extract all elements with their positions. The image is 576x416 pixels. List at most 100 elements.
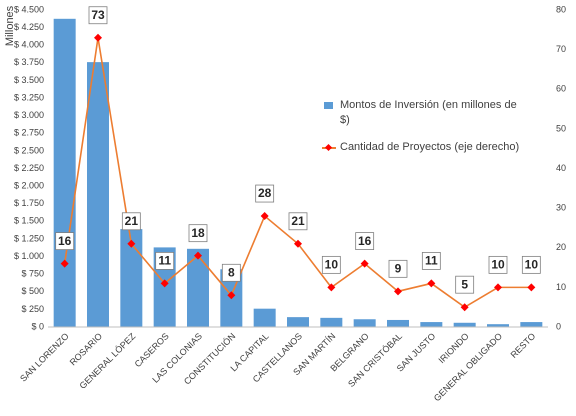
data-label-box: [88, 6, 108, 25]
y-tick-label: $ 1.250: [14, 233, 44, 243]
x-tick-label: GENERAL LÓPEZ: [78, 331, 138, 391]
data-label: 18: [191, 226, 205, 240]
marker: [460, 303, 469, 312]
marker: [227, 291, 236, 300]
data-label: 73: [91, 8, 105, 22]
y-tick-label: $ 4.000: [14, 40, 44, 50]
y-tick-label: $ 4.250: [14, 22, 44, 32]
data-label-box: [121, 212, 141, 231]
legend-label: Cantidad de Proyectos (eje derecho): [340, 141, 520, 153]
bar: [287, 317, 309, 327]
y-tick-label: $ 2.500: [14, 145, 44, 155]
y2-tick-label: 10: [556, 282, 566, 292]
y-tick-label: $ 3.500: [14, 75, 44, 85]
y2-tick-label: 80: [556, 4, 566, 14]
legend-swatch: [324, 102, 333, 109]
data-label: 21: [291, 214, 305, 228]
legend-item: Cantidad de Proyectos (eje derecho): [322, 140, 522, 155]
data-label-box: [421, 252, 441, 270]
y-tick-label: $ 2.000: [14, 180, 44, 190]
bar: [320, 317, 343, 327]
y2-tick-label: 20: [556, 242, 566, 252]
bar: [420, 322, 443, 327]
marker: [494, 283, 502, 292]
y-tick-label: $ 1.750: [14, 198, 44, 208]
x-tick-label: IRIONDO: [436, 331, 470, 365]
marker: [194, 251, 202, 260]
legend-label: Montos de Inversión (en millones de $): [340, 99, 517, 126]
data-label: 11: [425, 254, 438, 268]
y2-tick-label: 0: [556, 321, 561, 331]
marker: [294, 239, 302, 248]
marker: [260, 212, 269, 221]
marker: [94, 33, 102, 42]
y-tick-label: $ 3.750: [14, 57, 44, 67]
bar: [120, 229, 143, 327]
data-label-box: [155, 252, 175, 270]
y-tick-label: $ 2.250: [14, 163, 44, 173]
bar: [487, 324, 509, 327]
y-tick-label: $ 4.500: [14, 4, 44, 14]
bar: [253, 308, 276, 327]
x-tick-label: SAN LORENZO: [18, 331, 71, 384]
y-tick-label: $ 0: [31, 321, 44, 331]
data-label: 9: [395, 262, 402, 276]
marker: [394, 287, 402, 296]
data-label: 10: [525, 258, 539, 272]
x-tick-label: GENERAL OBLIGADO: [432, 331, 504, 403]
data-label: 16: [58, 234, 72, 248]
bar: [187, 248, 209, 327]
y-tick-label: $ 1.000: [14, 251, 44, 261]
data-label-box: [321, 255, 341, 274]
data-label-box: [388, 259, 408, 278]
y-axis-title: Millones: [4, 5, 16, 46]
data-label: 11: [158, 254, 171, 268]
x-tick-label: RESTO: [509, 331, 538, 360]
data-label: 10: [491, 258, 505, 272]
data-label-box: [288, 212, 308, 231]
legend-marker: [324, 143, 333, 152]
marker: [527, 283, 536, 292]
data-label-box: [488, 255, 508, 274]
data-label-box: [521, 255, 541, 274]
data-label: 10: [325, 258, 339, 272]
bar: [87, 62, 109, 328]
marker: [127, 239, 136, 248]
marker: [160, 279, 169, 288]
bar: [387, 319, 409, 327]
data-label-box: [221, 263, 241, 282]
marker: [360, 259, 369, 268]
y-tick-label: $ 250: [21, 304, 44, 314]
marker: [60, 259, 69, 268]
data-label: 16: [358, 234, 372, 248]
bar: [353, 319, 376, 327]
bar: [53, 18, 76, 328]
y-tick-label: $ 2.750: [14, 128, 44, 138]
y-tick-label: $ 1.500: [14, 216, 44, 226]
y-tick-label: $ 3.250: [14, 92, 44, 102]
marker: [427, 279, 436, 288]
data-label: 8: [228, 265, 235, 279]
data-label-box: [255, 184, 275, 203]
data-label-box: [355, 232, 375, 251]
bar: [520, 322, 543, 327]
y2-tick-label: 40: [556, 163, 566, 173]
legend-item: Montos de Inversión (en millones de $): [322, 98, 522, 128]
data-label-box: [55, 232, 75, 251]
y-tick-label: $ 3.000: [14, 110, 44, 120]
legend: Montos de Inversión (en millones de $) Ca…: [322, 98, 522, 167]
data-label-box: [455, 275, 475, 294]
data-label: 21: [125, 214, 139, 228]
y-tick-label: $ 500: [21, 286, 44, 296]
y2-tick-label: 50: [556, 123, 566, 133]
bar: [453, 322, 476, 327]
y2-tick-label: 70: [556, 44, 566, 54]
y2-tick-label: 30: [556, 203, 566, 213]
y2-tick-label: 60: [556, 84, 566, 94]
marker: [327, 283, 336, 292]
data-label: 5: [461, 277, 468, 291]
y-tick-label: $ 750: [21, 269, 44, 279]
data-label: 28: [258, 186, 272, 200]
